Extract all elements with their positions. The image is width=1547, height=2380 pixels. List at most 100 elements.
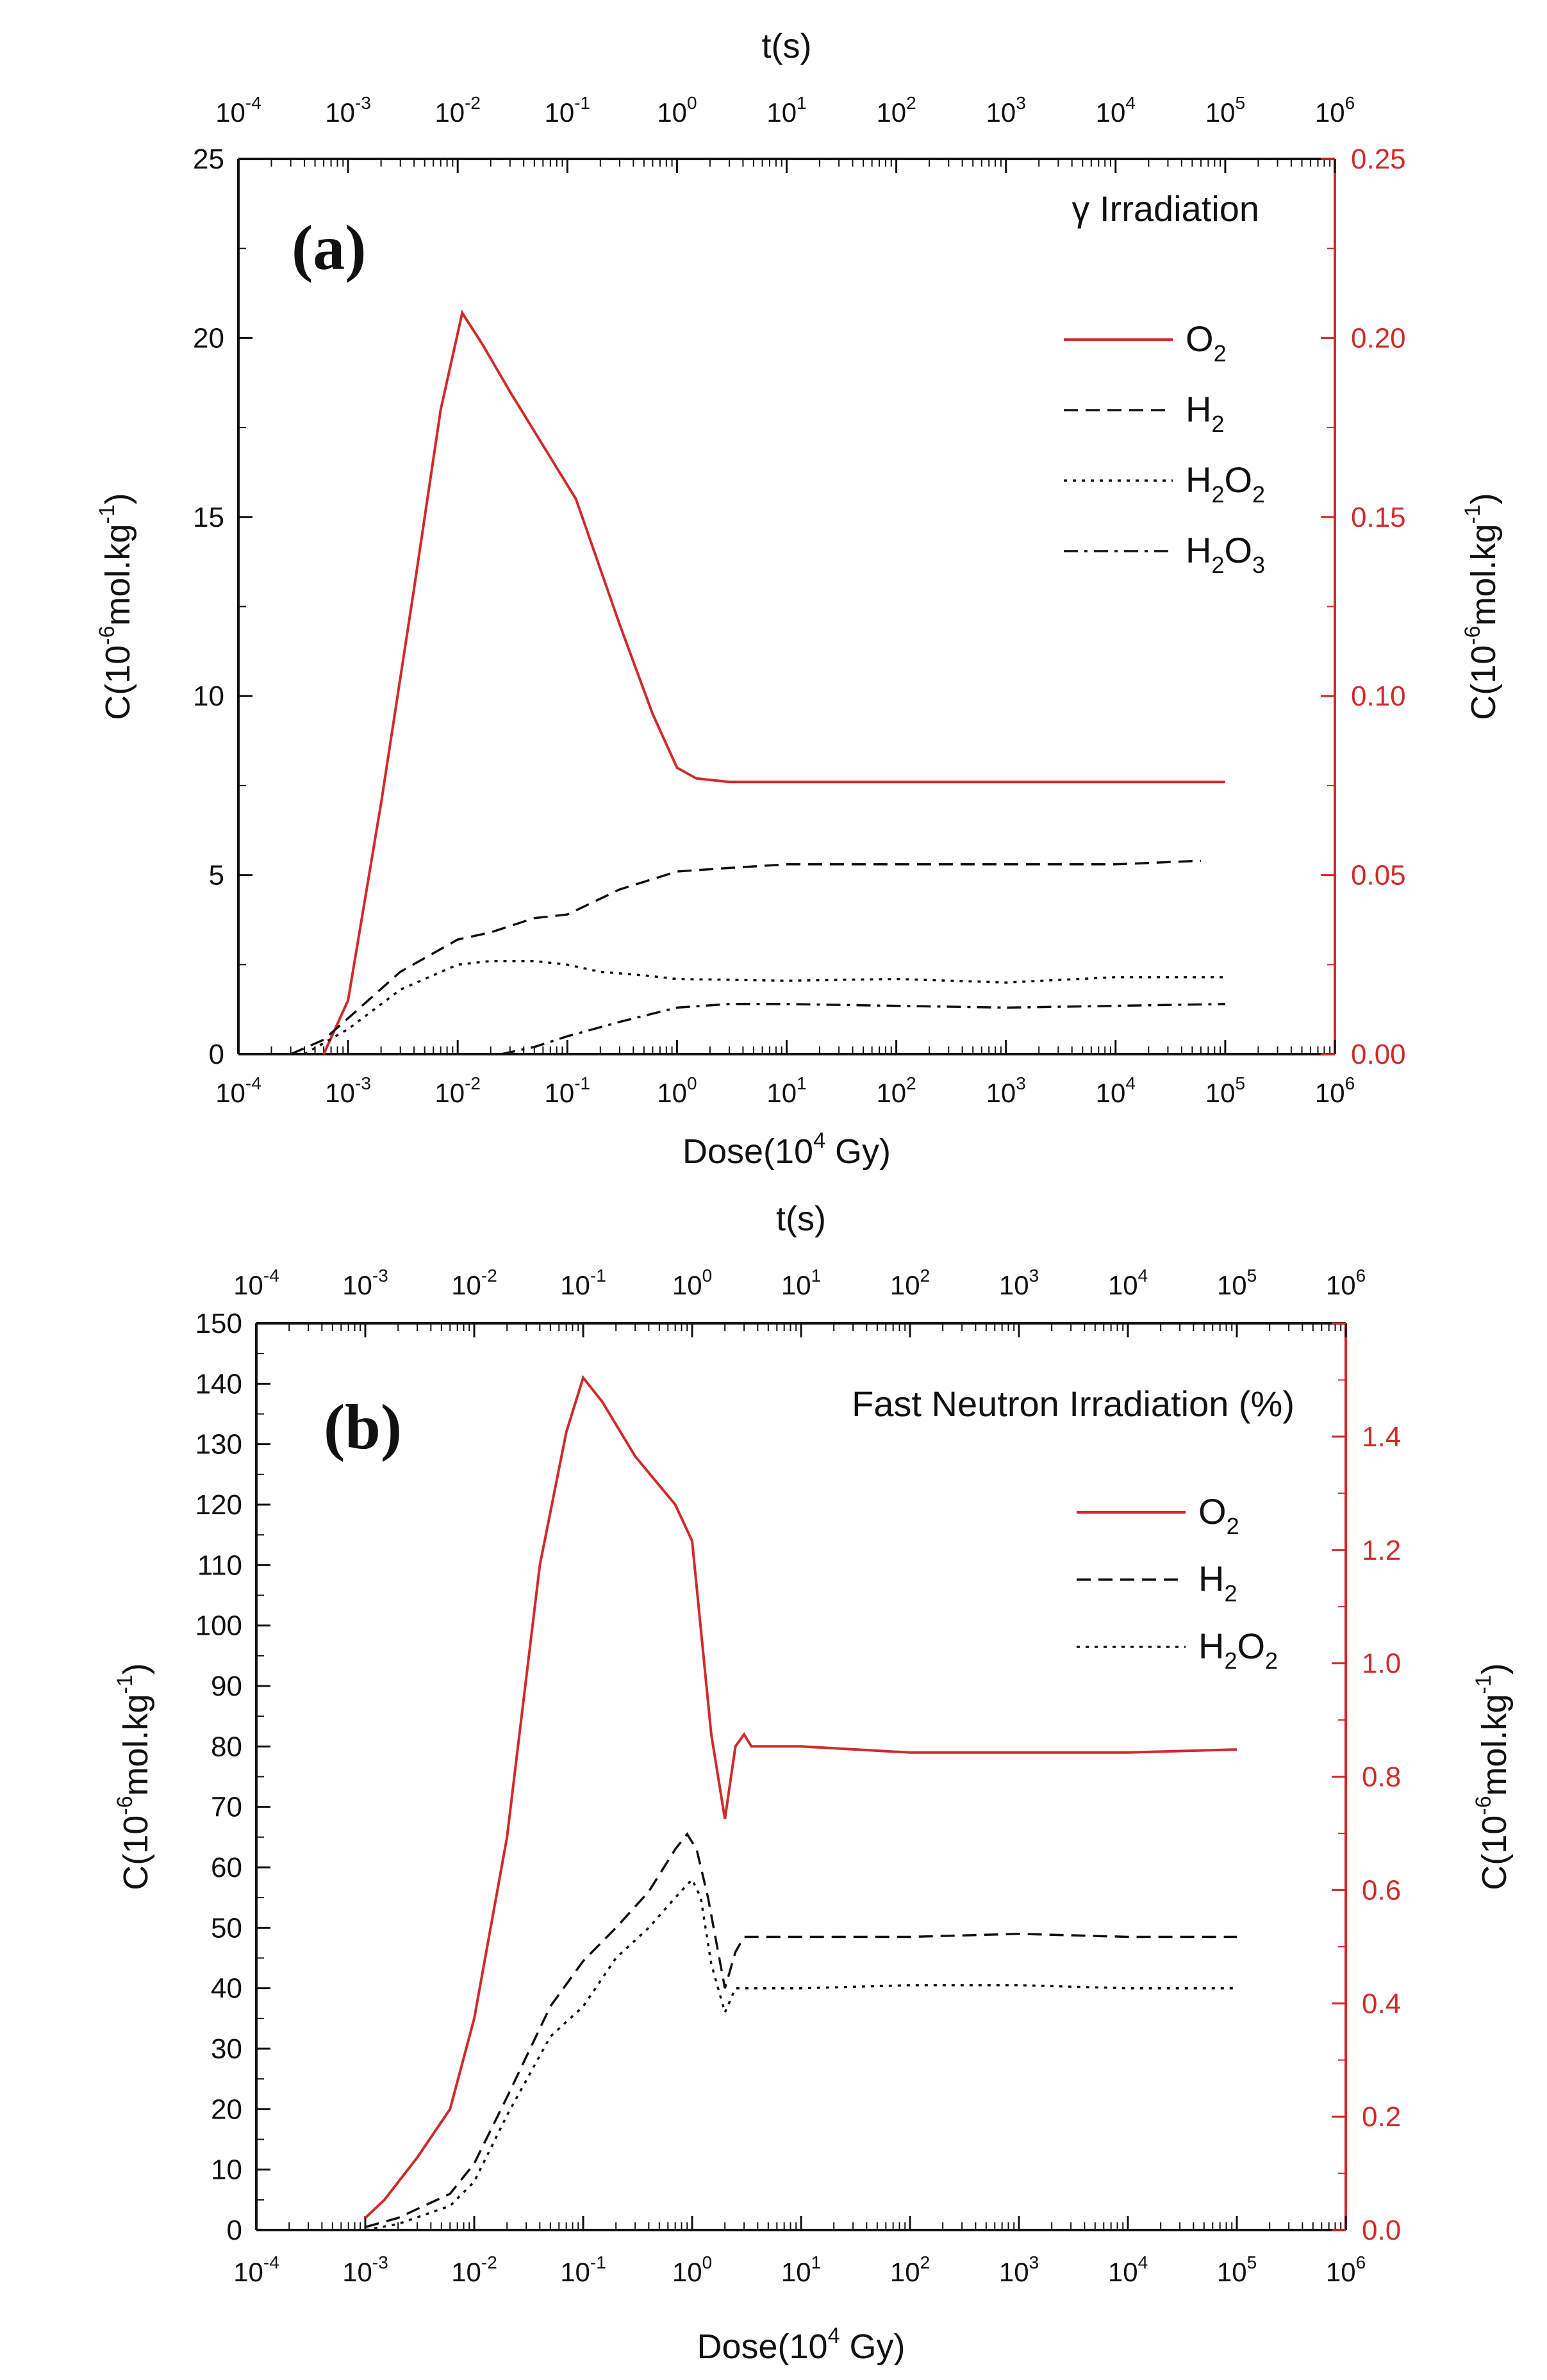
y-tick-label: 20 (193, 322, 224, 354)
y2-tick-label: 0.8 (1362, 1762, 1401, 1793)
x2-tick-label: 104 (1108, 1266, 1148, 1300)
y-tick-label: 0 (209, 1039, 224, 1070)
y2-tick-label: 0.4 (1362, 1988, 1401, 2019)
y-tick-label: 20 (211, 2094, 242, 2125)
y-tick-label: 150 (195, 1308, 242, 1339)
chart-panel-b: 10-410-410-310-310-210-210-110-110010010… (113, 1200, 1514, 2366)
legend-label-3: H2O3 (1186, 530, 1265, 578)
y2-tick-label: 0.05 (1351, 860, 1406, 891)
panel-label: (b) (324, 1391, 402, 1462)
x2-tick-label: 101 (766, 93, 806, 128)
x-tick-label: 105 (1217, 2252, 1257, 2287)
x-tick-label: 10-2 (451, 2252, 497, 2287)
x-tick-label: 10-4 (233, 2252, 279, 2287)
x2-tick-label: 10-1 (560, 1266, 606, 1300)
x2-tick-label: 10-3 (342, 1266, 388, 1300)
y-tick-label: 10 (193, 681, 224, 712)
x2-axis-label: t(s) (762, 27, 812, 65)
series-line-1 (290, 859, 1201, 1055)
x2-tick-label: 100 (657, 93, 697, 128)
y-tick-label: 140 (195, 1368, 242, 1400)
y-axis-label: C(10-6mol.kg-1) (95, 493, 137, 720)
y-tick-label: 120 (195, 1489, 242, 1521)
x2-tick-label: 10-4 (233, 1266, 279, 1300)
x-tick-label: 102 (890, 2252, 930, 2287)
x-tick-label: 102 (876, 1073, 916, 1108)
y-tick-label: 0 (227, 2215, 242, 2246)
series-line-2 (365, 1877, 1237, 2231)
x-tick-label: 10-1 (544, 1073, 590, 1108)
x2-tick-label: 106 (1315, 93, 1355, 128)
series-line-3 (500, 1003, 1225, 1055)
y-tick-label: 50 (211, 1912, 242, 1944)
x2-tick-label: 104 (1096, 93, 1136, 128)
x2-tick-label: 100 (672, 1266, 712, 1300)
x-tick-label: 100 (657, 1073, 697, 1108)
y2-tick-label: 0.00 (1351, 1039, 1406, 1070)
series-line-0 (364, 1375, 1237, 2219)
y2-axis-label: C(10-6mol.kg-1) (1471, 1663, 1514, 1890)
x-tick-label: 105 (1205, 1073, 1245, 1108)
x-tick-label: 106 (1326, 2252, 1366, 2287)
panel-label: (a) (292, 212, 367, 283)
y-tick-label: 90 (211, 1671, 242, 1702)
x2-tick-label: 10-1 (544, 93, 590, 128)
x-tick-label: 103 (999, 2252, 1039, 2287)
series-line-0 (322, 310, 1225, 1055)
y2-tick-label: 1.4 (1362, 1421, 1401, 1453)
y-tick-label: 130 (195, 1429, 242, 1460)
y2-tick-label: 0.6 (1362, 1874, 1401, 1906)
legend-label-1: H2 (1198, 1558, 1237, 1607)
x2-tick-label: 10-2 (451, 1266, 497, 1300)
x-tick-label: 100 (672, 2252, 712, 2287)
legend-label-0: O2 (1186, 318, 1227, 367)
legend-label-2: H2O2 (1186, 459, 1265, 508)
y-tick-label: 10 (211, 2154, 242, 2186)
x2-tick-label: 102 (876, 93, 916, 128)
x-tick-label: 104 (1108, 2252, 1148, 2287)
x-tick-label: 10-1 (560, 2252, 606, 2287)
series-line-2 (304, 959, 1225, 1055)
x-axis-label: Dose(104 Gy) (682, 1128, 891, 1171)
y2-tick-label: 0.10 (1351, 681, 1406, 712)
y-tick-label: 5 (209, 860, 224, 891)
y-tick-label: 25 (193, 144, 224, 175)
y-tick-label: 80 (211, 1731, 242, 1762)
x-tick-label: 10-3 (342, 2252, 388, 2287)
y2-tick-label: 1.0 (1362, 1648, 1401, 1680)
y2-tick-label: 1.2 (1362, 1535, 1401, 1566)
x-tick-label: 10-3 (325, 1073, 371, 1108)
chart-panel-a: 10-410-410-310-310-210-210-110-110010010… (95, 27, 1503, 1171)
x2-tick-label: 101 (781, 1266, 821, 1300)
y2-tick-label: 0.0 (1362, 2215, 1401, 2246)
x-tick-label: 10-4 (215, 1073, 261, 1108)
y-tick-label: 60 (211, 1852, 242, 1883)
chart-title: Fast Neutron Irradiation (%) (852, 1384, 1295, 1424)
legend-label-2: H2O2 (1198, 1626, 1278, 1674)
x-tick-label: 101 (766, 1073, 806, 1108)
x-tick-label: 104 (1096, 1073, 1136, 1108)
y2-tick-label: 0.25 (1351, 144, 1406, 175)
x2-tick-label: 102 (890, 1266, 930, 1300)
x2-tick-label: 105 (1217, 1266, 1257, 1300)
x2-axis-label: t(s) (776, 1200, 826, 1238)
y2-axis-label: C(10-6mol.kg-1) (1460, 493, 1503, 720)
x-axis-label: Dose(104 Gy) (697, 2324, 905, 2366)
y-tick-label: 100 (195, 1610, 242, 1642)
y-tick-label: 70 (211, 1792, 242, 1823)
y2-tick-label: 0.15 (1351, 502, 1406, 533)
y-tick-label: 30 (211, 2033, 242, 2065)
x-tick-label: 101 (781, 2252, 821, 2287)
x2-tick-label: 105 (1205, 93, 1245, 128)
y2-tick-label: 0.2 (1362, 2101, 1401, 2133)
y-tick-label: 40 (211, 1973, 242, 2004)
y2-tick-label: 0.20 (1351, 322, 1406, 354)
y-tick-label: 110 (197, 1549, 242, 1581)
x-tick-label: 103 (986, 1073, 1026, 1108)
x-tick-label: 10-2 (434, 1073, 481, 1108)
x2-tick-label: 106 (1326, 1266, 1366, 1300)
y-tick-label: 15 (193, 502, 224, 533)
y-axis-label: C(10-6mol.kg-1) (113, 1663, 155, 1890)
